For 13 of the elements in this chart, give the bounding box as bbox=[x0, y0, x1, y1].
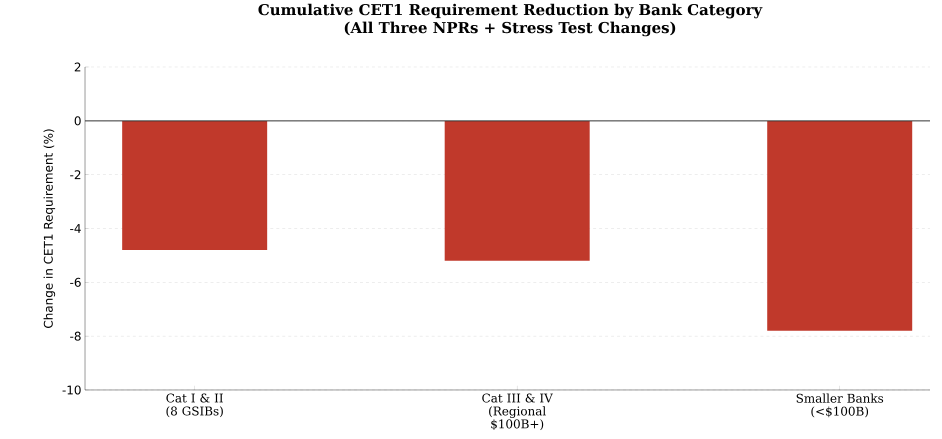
y-tick-label: -6 bbox=[70, 278, 81, 287]
x-tick-label: Cat I & II (8 GSIBs) bbox=[166, 394, 223, 418]
chart-title: Cumulative CET1 Requirement Reduction by Bank Category bbox=[258, 4, 762, 18]
x-tick-label: Cat III & IV (Regional $100B+) bbox=[482, 394, 553, 430]
chart-subtitle: (All Three NPRs + Stress Test Changes) bbox=[344, 22, 676, 36]
y-tick-label: -4 bbox=[70, 224, 81, 233]
y-tick-label: -8 bbox=[70, 332, 81, 341]
y-axis-title: Change in CET1 Requirement (%) bbox=[44, 129, 56, 328]
x-tick-label: Smaller Banks (<$100B) bbox=[796, 394, 884, 418]
y-tick-label: 2 bbox=[74, 62, 80, 72]
y-tick-label: -10 bbox=[62, 385, 81, 395]
y-tick-label: 0 bbox=[74, 116, 81, 126]
y-tick-label: -2 bbox=[70, 170, 80, 180]
